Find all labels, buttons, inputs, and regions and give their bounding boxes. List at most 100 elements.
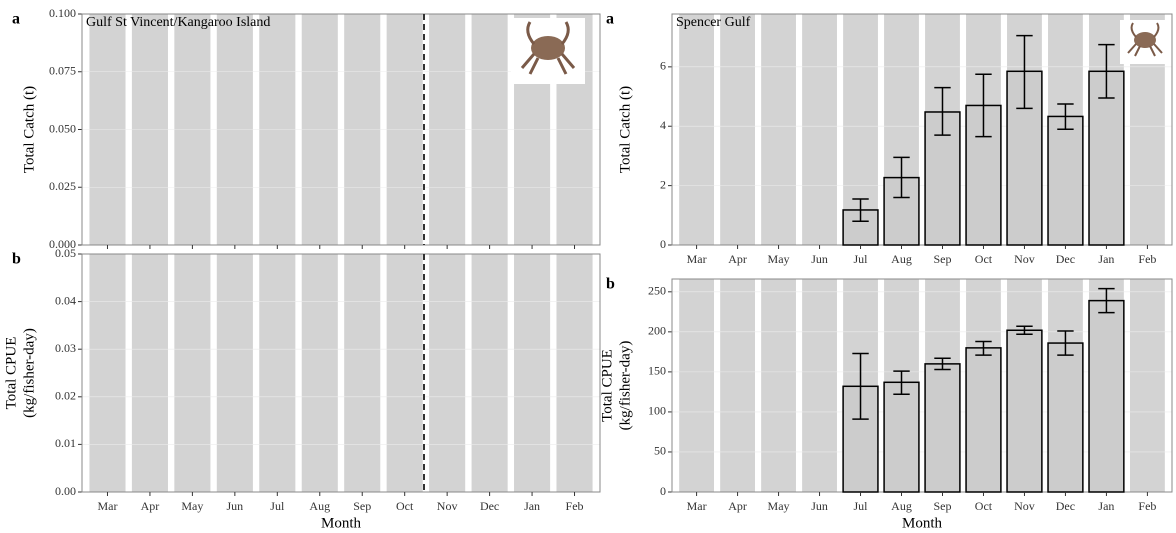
y-tick-label: 2 [660, 177, 666, 191]
plot-border [671, 13, 1173, 246]
column-background [216, 254, 253, 492]
y-axis-label: Total CPUE [3, 337, 19, 410]
error-bar [1016, 325, 1033, 336]
y-axis-label: (kg/fisher-day) [21, 328, 37, 418]
y-axis-label: Total Catch (t) [21, 86, 37, 173]
bar [1047, 115, 1084, 246]
x-tick-label: Apr [141, 499, 160, 513]
plot-border [81, 13, 601, 246]
crab-image [1120, 20, 1170, 64]
bar [1006, 329, 1043, 493]
y-tick-label: 0 [660, 484, 666, 498]
x-tick-label: May [181, 499, 203, 513]
column-background [802, 279, 837, 492]
column-background [556, 254, 593, 492]
y-tick-label: 0.025 [49, 179, 76, 193]
x-tick-label: Mar [97, 499, 117, 513]
y-tick-label: 6 [660, 59, 666, 73]
y-tick-label: 0.100 [49, 6, 76, 20]
column-background [802, 14, 837, 245]
y-tick-label: 0 [660, 237, 666, 251]
x-tick-label: Jan [1098, 252, 1114, 266]
y-tick-label: 4 [660, 118, 666, 132]
y-tick-label: 150 [648, 364, 666, 378]
y-tick-label: 200 [648, 324, 666, 338]
column-background [386, 254, 423, 492]
x-tick-label: Sep [933, 252, 951, 266]
x-tick-label: Jul [270, 499, 285, 513]
error-bar [1057, 103, 1074, 130]
column-background [720, 279, 755, 492]
y-tick-label: 0.03 [55, 341, 76, 355]
x-tick-label: Jan [524, 499, 540, 513]
column-background [429, 254, 466, 492]
panel-label: a [12, 11, 20, 28]
y-tick-label: 0.04 [55, 293, 76, 307]
bar [883, 381, 920, 493]
column-background [174, 254, 211, 492]
x-tick-label: Dec [480, 499, 499, 513]
error-bar [934, 357, 951, 371]
y-axis-label: Total CPUE [599, 349, 615, 422]
y-tick-label: 0.01 [55, 436, 76, 450]
x-tick-label: Oct [975, 499, 993, 513]
y-axis-label: Total Catch (t) [617, 86, 633, 173]
x-tick-label: Feb [566, 499, 584, 513]
bar [1088, 299, 1125, 493]
x-tick-label: Nov [437, 499, 458, 513]
error-bar [975, 73, 992, 138]
error-bar [1098, 287, 1115, 314]
y-tick-label: 50 [654, 444, 666, 458]
x-tick-label: Apr [728, 252, 747, 266]
column-background [679, 14, 715, 245]
y-axis-label: (kg/fisher-day) [617, 341, 633, 431]
error-bar [934, 86, 951, 136]
error-bar [1057, 330, 1074, 356]
x-tick-label: Mar [687, 499, 707, 513]
column-background [761, 14, 796, 245]
x-tick-label: May [768, 252, 790, 266]
x-axis-label: Month [321, 515, 362, 531]
error-bar [975, 340, 992, 356]
y-tick-label: 0.075 [49, 64, 76, 78]
x-tick-label: Oct [396, 499, 414, 513]
panel-label: b [606, 276, 615, 293]
plot-border [671, 278, 1173, 493]
column-background [344, 254, 381, 492]
error-bar [893, 370, 910, 396]
column-background [259, 254, 296, 492]
column-background [514, 254, 551, 492]
bar [1088, 70, 1125, 246]
x-tick-label: Aug [891, 252, 912, 266]
y-tick-label: 0.050 [49, 121, 76, 135]
x-tick-label: Jul [854, 499, 869, 513]
x-tick-label: Feb [1138, 252, 1156, 266]
column-background [720, 14, 755, 245]
y-tick-label: 0.02 [55, 389, 76, 403]
column-background [1129, 279, 1165, 492]
error-bar [893, 156, 910, 199]
column-background [679, 279, 715, 492]
x-tick-label: Dec [1056, 499, 1075, 513]
x-tick-label: Sep [933, 499, 951, 513]
bar [924, 363, 961, 493]
panel-title: Gulf St Vincent/Kangaroo Island [86, 15, 270, 30]
x-tick-label: Nov [1014, 252, 1035, 266]
y-tick-label: 0.000 [49, 237, 76, 251]
x-tick-label: Aug [891, 499, 912, 513]
panel-title: Spencer Gulf [676, 15, 751, 30]
plot-border [81, 253, 601, 493]
error-bar [1016, 34, 1033, 110]
x-tick-label: Dec [1056, 252, 1075, 266]
x-tick-label: Nov [1014, 499, 1035, 513]
x-tick-label: Jul [854, 252, 869, 266]
x-tick-label: Feb [1138, 499, 1156, 513]
y-tick-label: 250 [648, 284, 666, 298]
column-background [471, 254, 508, 492]
panels: 0.0000.0250.0500.0750.100MarAprMayJunJul… [3, 6, 1173, 531]
y-tick-label: 0.00 [55, 484, 76, 498]
panel-label: b [12, 251, 21, 268]
crab-image [511, 18, 585, 84]
column-background [89, 254, 126, 492]
